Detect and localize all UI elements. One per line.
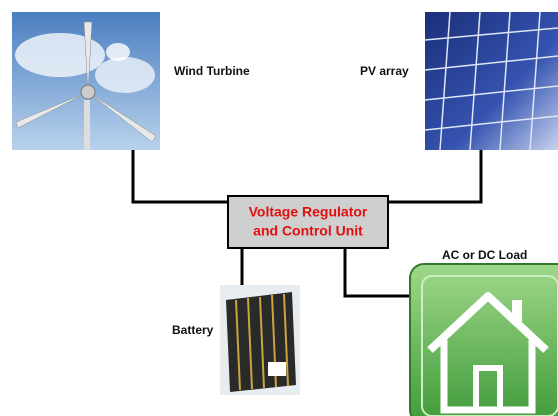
pv-array-image bbox=[425, 12, 558, 150]
node-label: and Control Unit bbox=[253, 223, 363, 239]
battery-image bbox=[220, 285, 300, 395]
node-label: PV array bbox=[360, 64, 409, 78]
diagram: Wind Turbine PV array Voltage Regulator … bbox=[0, 0, 558, 416]
node-label: Wind Turbine bbox=[174, 64, 250, 78]
node-label: AC or DC Load bbox=[442, 248, 527, 262]
load-icon bbox=[410, 264, 558, 416]
node-label: Battery bbox=[172, 323, 214, 337]
node-label: Voltage Regulator bbox=[249, 204, 368, 220]
wind-turbine-image bbox=[12, 12, 160, 150]
